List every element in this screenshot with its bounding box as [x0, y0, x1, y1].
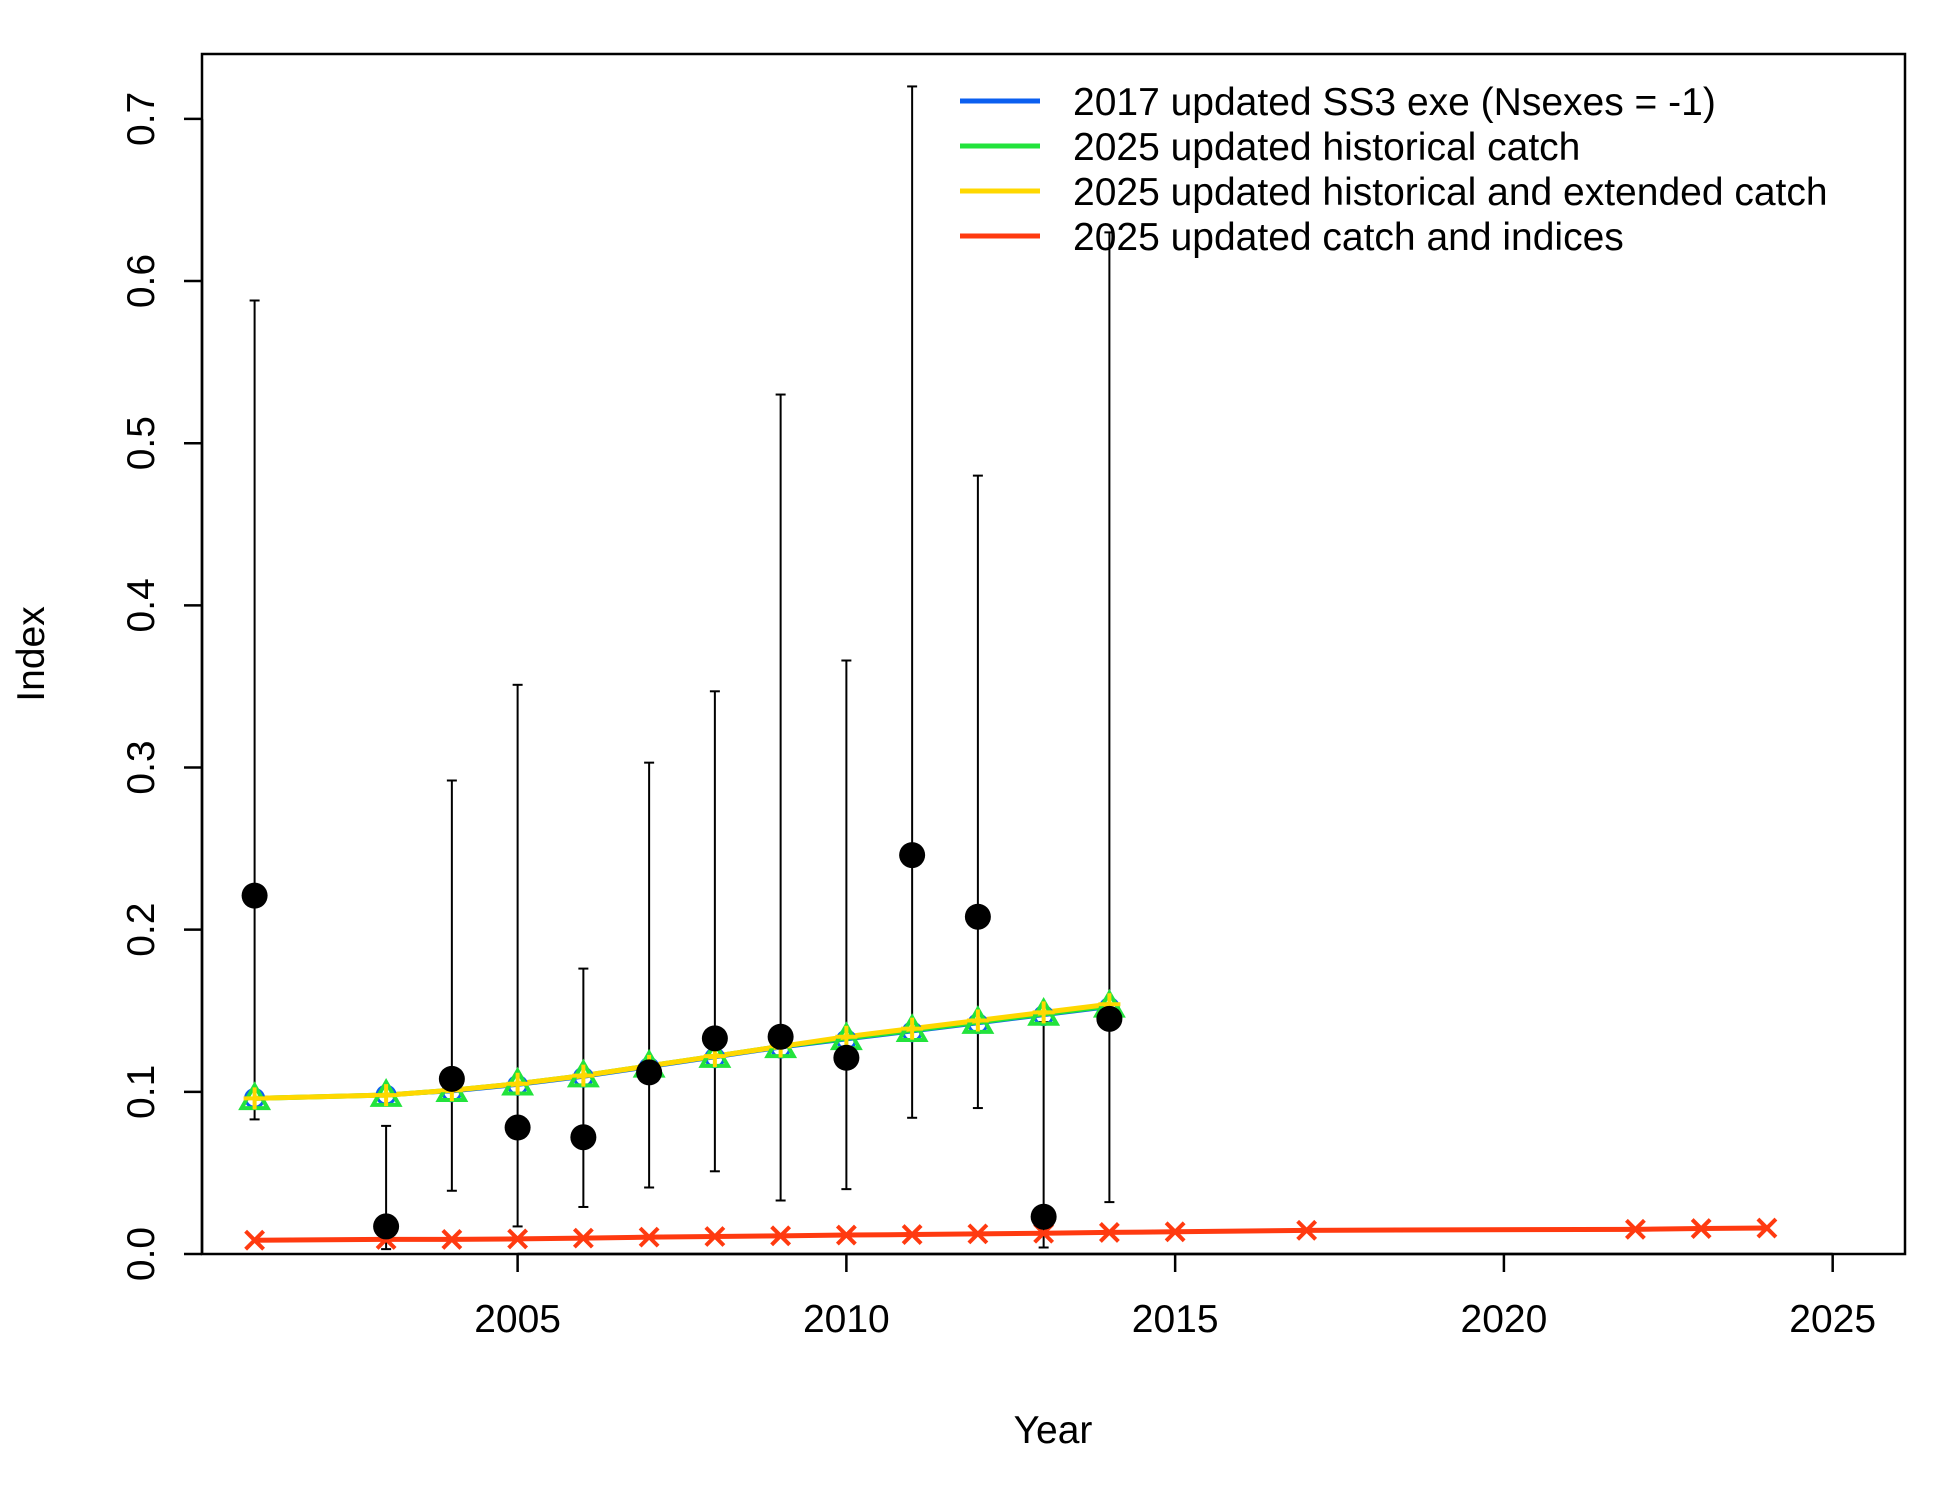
- y-tick-label: 0.5: [120, 416, 163, 470]
- x-tick-label: 2005: [474, 1298, 561, 1341]
- series-4-marker: [901, 1224, 923, 1245]
- series-4-marker: [572, 1227, 594, 1249]
- series-4-marker: [704, 1226, 726, 1247]
- observed-point: [701, 1025, 728, 1052]
- series-3-marker: [375, 1084, 398, 1107]
- y-tick-label: 0.2: [120, 903, 163, 957]
- observed-point: [1030, 1203, 1057, 1230]
- legend: 2017 updated SS3 exe (Nsexes = -1)2025 u…: [960, 81, 1828, 259]
- y-tick-label: 0.7: [120, 92, 163, 146]
- observed-point: [570, 1124, 597, 1151]
- legend-label-1: 2017 updated SS3 exe (Nsexes = -1): [1073, 81, 1716, 124]
- x-tick-label: 2025: [1789, 1298, 1876, 1341]
- y-axis-title: Index: [10, 606, 53, 702]
- series-3-marker: [1032, 1001, 1055, 1024]
- x-axis-title: Year: [1014, 1409, 1093, 1452]
- series-4-marker: [507, 1228, 529, 1250]
- series-4-marker: [1296, 1219, 1318, 1241]
- series-3-marker: [572, 1064, 595, 1087]
- series-4-marker: [441, 1228, 463, 1250]
- series-3-marker: [901, 1017, 924, 1040]
- y-tick-label: 0.6: [120, 254, 163, 308]
- y-axis: 0.0 0.1 0.2 0.3 0.4 0.5 0.6 0.7: [120, 92, 204, 1281]
- y-tick-label: 0.4: [120, 578, 163, 632]
- observed-point: [241, 882, 268, 909]
- series-3-marker: [966, 1009, 989, 1032]
- observed-point: [438, 1065, 465, 1092]
- series-4-marker: [770, 1225, 792, 1247]
- series-4-marker: [1098, 1222, 1120, 1243]
- series-4-marker: [1756, 1217, 1778, 1239]
- y-tick-label: 0.0: [120, 1227, 163, 1281]
- observed-point: [504, 1114, 531, 1141]
- observed-point: [899, 842, 926, 869]
- series-4-marker: [967, 1223, 989, 1245]
- legend-label-3: 2025 updated historical and extended cat…: [1073, 171, 1828, 214]
- observed-point: [636, 1059, 663, 1086]
- error-bars: [249, 85, 1115, 1251]
- x-axis: 2005 2010 2015 2020 2025: [474, 1252, 1876, 1341]
- y-tick-label: 0.3: [120, 740, 163, 794]
- series-3-marker: [835, 1025, 858, 1048]
- observed-points: [241, 842, 1123, 1240]
- legend-label-4: 2025 updated catch and indices: [1073, 216, 1624, 259]
- observed-point: [373, 1213, 400, 1240]
- x-tick-label: 2020: [1461, 1298, 1548, 1341]
- observed-point: [1096, 1005, 1123, 1032]
- y-tick-label: 0.1: [120, 1065, 163, 1119]
- observed-point: [964, 903, 991, 930]
- series-4-marker: [1690, 1218, 1712, 1239]
- series-3-marker: [506, 1072, 529, 1095]
- series-4-marker: [1624, 1218, 1646, 1240]
- x-tick-label: 2010: [803, 1298, 890, 1341]
- series-4-marker: [1164, 1221, 1186, 1243]
- observed-point: [767, 1023, 794, 1050]
- series-line-4: [254, 1225, 1767, 1243]
- observed-point: [833, 1044, 860, 1071]
- series-4-marker: [835, 1224, 857, 1246]
- series-4-marker: [638, 1226, 660, 1248]
- series-3-marker: [243, 1087, 266, 1110]
- x-tick-label: 2015: [1132, 1298, 1219, 1341]
- legend-label-2: 2025 updated historical catch: [1073, 126, 1580, 169]
- series-4-marker: [244, 1229, 266, 1251]
